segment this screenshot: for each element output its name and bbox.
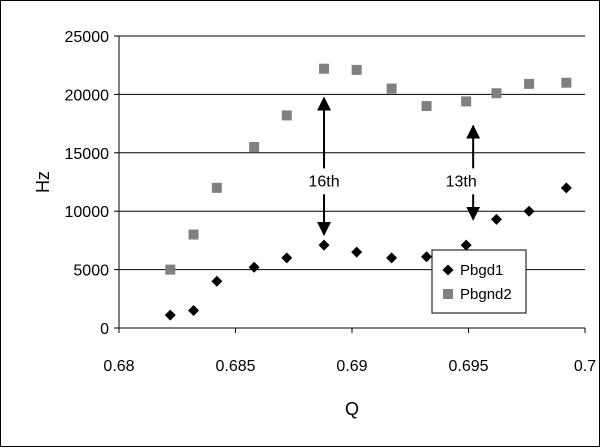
y-tick-label: 20000 <box>65 87 110 104</box>
data-point <box>421 101 432 112</box>
legend-square <box>443 289 453 299</box>
series-pbgnd2 <box>165 63 572 275</box>
data-point <box>249 141 260 152</box>
data-point <box>281 252 293 264</box>
legend: Pbgd1 Pbgnd2 <box>431 249 527 314</box>
data-point <box>188 304 200 316</box>
data-points <box>164 63 572 321</box>
annotation-16th: 16th <box>308 173 339 190</box>
legend-label-pbgd1: Pbgd1 <box>460 262 503 279</box>
y-tick-label: 15000 <box>65 146 110 163</box>
x-tick-label: 0.68 <box>103 358 134 375</box>
data-point <box>523 205 535 217</box>
data-point <box>386 83 397 94</box>
data-point <box>188 229 199 240</box>
y-axis-label: Hz <box>33 171 53 193</box>
legend-box <box>431 249 527 314</box>
y-tick-label: 10000 <box>65 204 110 221</box>
x-tick-label: 0.7 <box>574 358 596 375</box>
data-point <box>524 78 535 89</box>
y-tick-labels: 0 5000 10000 15000 20000 25000 <box>65 29 110 338</box>
data-point <box>248 261 260 273</box>
x-tick-label: 0.685 <box>215 358 255 375</box>
data-point <box>211 182 222 193</box>
legend-marker-pbgnd2 <box>443 289 453 299</box>
data-point <box>165 264 176 275</box>
data-point <box>490 213 502 225</box>
data-point <box>351 64 362 75</box>
annotation-arrows <box>317 96 481 236</box>
data-point <box>318 239 330 251</box>
y-tick-label: 0 <box>100 321 109 338</box>
data-point <box>281 110 292 121</box>
x-tick-labels: 0.68 0.685 0.69 0.695 0.7 <box>103 358 596 375</box>
data-point <box>561 77 572 88</box>
legend-diamond <box>442 264 454 276</box>
y-tick-label: 25000 <box>65 29 110 46</box>
data-point <box>421 251 433 263</box>
data-point <box>461 96 472 107</box>
x-tick-label: 0.69 <box>336 358 367 375</box>
data-point <box>491 88 502 99</box>
data-point <box>460 239 472 251</box>
y-tick-label: 5000 <box>73 263 109 280</box>
annotation-13th: 13th <box>446 173 477 190</box>
data-point <box>211 275 223 287</box>
legend-marker-pbgd1 <box>442 264 454 276</box>
data-point <box>319 63 330 74</box>
annotations: 16th 13th <box>308 173 476 190</box>
data-point <box>164 309 176 321</box>
series-pbgd1 <box>164 182 572 321</box>
axes <box>118 36 586 333</box>
data-point <box>386 252 398 264</box>
x-axis-label: Q <box>345 399 359 419</box>
data-point <box>351 246 363 258</box>
data-point <box>560 182 572 194</box>
x-tick-label: 0.695 <box>448 358 488 375</box>
legend-label-pbgnd2: Pbgnd2 <box>460 286 512 303</box>
